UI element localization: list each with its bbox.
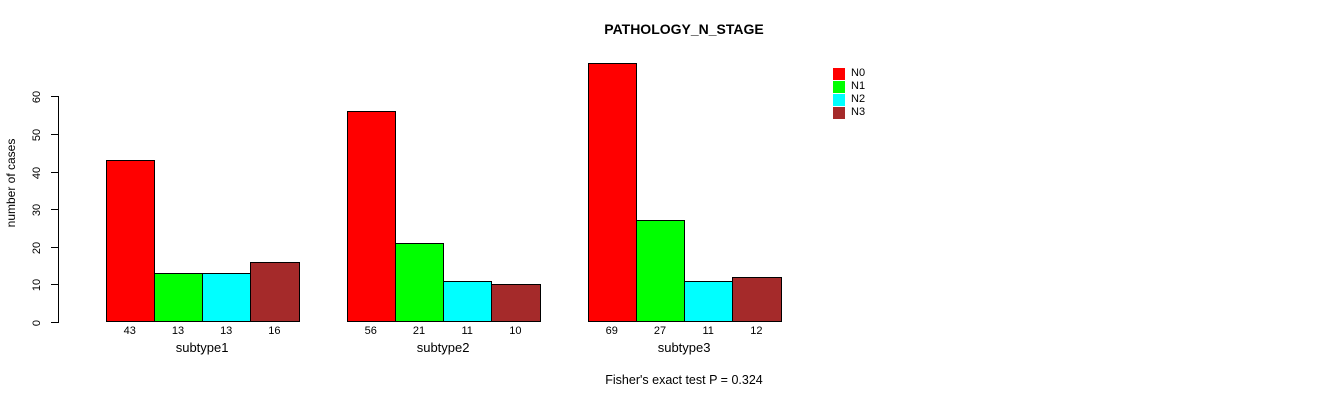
y-axis-tick <box>50 247 58 248</box>
legend-swatch-icon <box>833 67 845 80</box>
bar-subtype3-N0 <box>588 63 637 322</box>
bar-subtype1-N1 <box>154 273 203 322</box>
legend: N0 N1 N2 N3 <box>833 67 865 119</box>
y-tick-label: 30 <box>31 203 43 216</box>
legend-label: N2 <box>851 93 866 105</box>
bar-subtype1-N3 <box>250 262 300 322</box>
category-label-subtype3: subtype3 <box>657 340 711 355</box>
chart-title: PATHOLOGY_N_STAGE <box>604 21 764 37</box>
category-label-subtype2: subtype2 <box>416 340 470 355</box>
y-tick-label: 0 <box>31 319 43 326</box>
legend-row-N3: N3 <box>833 106 865 119</box>
bar-subtype2-N1 <box>395 243 444 322</box>
y-tick-label: 40 <box>31 166 43 179</box>
bar-subtype3-N1 <box>636 220 685 322</box>
bar-subtype3-N2 <box>684 281 733 322</box>
bar-subtype1-N0 <box>106 160 155 322</box>
y-axis-line <box>57 96 59 323</box>
y-axis-tick <box>50 284 58 285</box>
bar-subtype1-N2 <box>202 273 251 322</box>
y-axis-tick <box>50 209 58 210</box>
legend-row-N1: N1 <box>833 80 865 93</box>
legend-row-N0: N0 <box>833 67 865 80</box>
bar-subtype3-N3 <box>732 277 782 322</box>
legend-row-N2: N2 <box>833 93 865 106</box>
legend-swatch-icon <box>833 106 845 119</box>
bar-value-label: 21 <box>412 325 426 337</box>
y-tick-label: 10 <box>31 278 43 291</box>
bar-subtype2-N0 <box>347 111 396 322</box>
bar-value-label: 69 <box>605 325 618 337</box>
bar-value-label: 10 <box>509 325 522 337</box>
bar-value-label: 13 <box>171 325 185 337</box>
legend-label: N1 <box>851 80 866 92</box>
bar-value-label: 11 <box>702 325 714 337</box>
bar-value-label: 12 <box>750 325 763 337</box>
y-axis-tick <box>50 172 58 173</box>
y-axis-tick <box>50 322 58 323</box>
legend-swatch-icon <box>833 93 845 106</box>
y-axis-label: number of cases <box>4 138 18 228</box>
y-tick-label: 50 <box>31 128 43 141</box>
category-label-subtype1: subtype1 <box>175 340 229 355</box>
bar-value-label: 56 <box>364 325 377 337</box>
bar-subtype2-N3 <box>491 284 541 322</box>
bar-value-label: 16 <box>268 325 281 337</box>
y-axis-tick <box>50 134 58 135</box>
legend-label: N3 <box>851 106 866 118</box>
legend-swatch-icon <box>833 80 845 93</box>
y-axis-tick <box>50 96 58 97</box>
bar-value-label: 11 <box>461 325 473 337</box>
bar-value-label: 27 <box>653 325 667 337</box>
bar-value-label: 43 <box>123 325 136 337</box>
y-tick-label: 60 <box>31 90 43 103</box>
fisher-test-annotation: Fisher's exact test P = 0.324 <box>605 373 763 387</box>
legend-label: N0 <box>851 67 866 79</box>
bar-value-label: 13 <box>220 325 233 337</box>
y-tick-label: 20 <box>31 241 43 254</box>
bar-subtype2-N2 <box>443 281 492 322</box>
